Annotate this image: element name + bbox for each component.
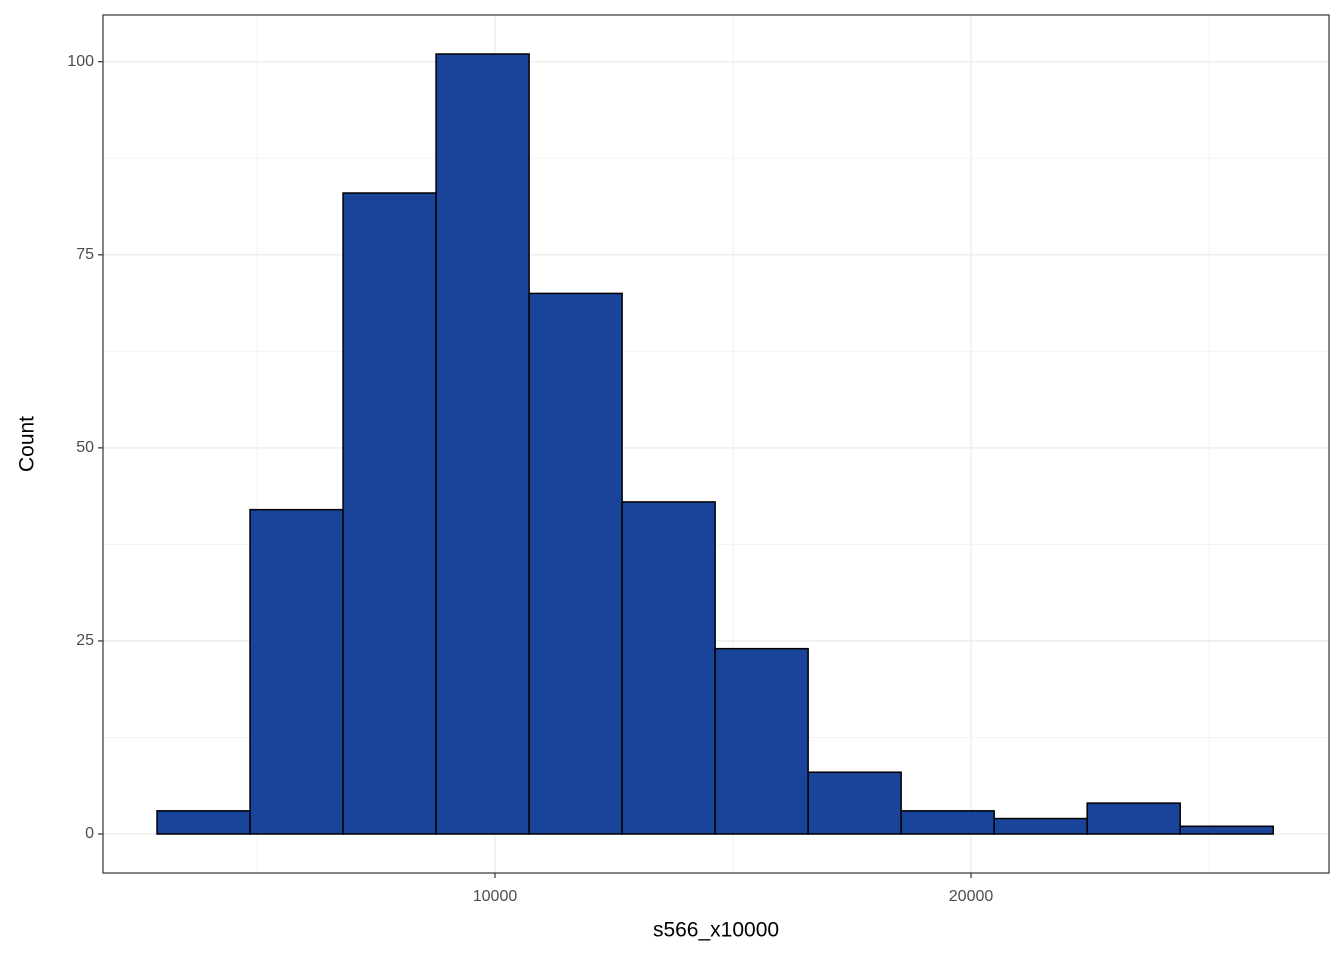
bar [1179,825,1274,835]
bar [807,771,902,835]
panel-border [102,14,1330,874]
x-tick-label: 20000 [949,888,994,905]
bar [993,817,1088,835]
x-tick-label: 10000 [473,888,518,905]
y-tick-label: 25 [76,632,94,649]
bar [1086,802,1181,835]
y-tick-label: 75 [76,246,94,263]
bar [714,647,809,835]
bar [156,810,251,835]
bar [342,192,437,835]
bar [621,501,716,835]
bar [900,810,995,835]
y-tick-label: 100 [67,53,94,70]
bar [249,508,344,835]
bars [156,53,1274,835]
x-axis-title: s566_x10000 [653,919,779,942]
bar [435,53,530,835]
y-axis-title: Count [16,416,39,472]
y-tick-label: 50 [76,439,94,456]
y-tick-label: 0 [85,825,94,842]
bar [528,292,623,835]
